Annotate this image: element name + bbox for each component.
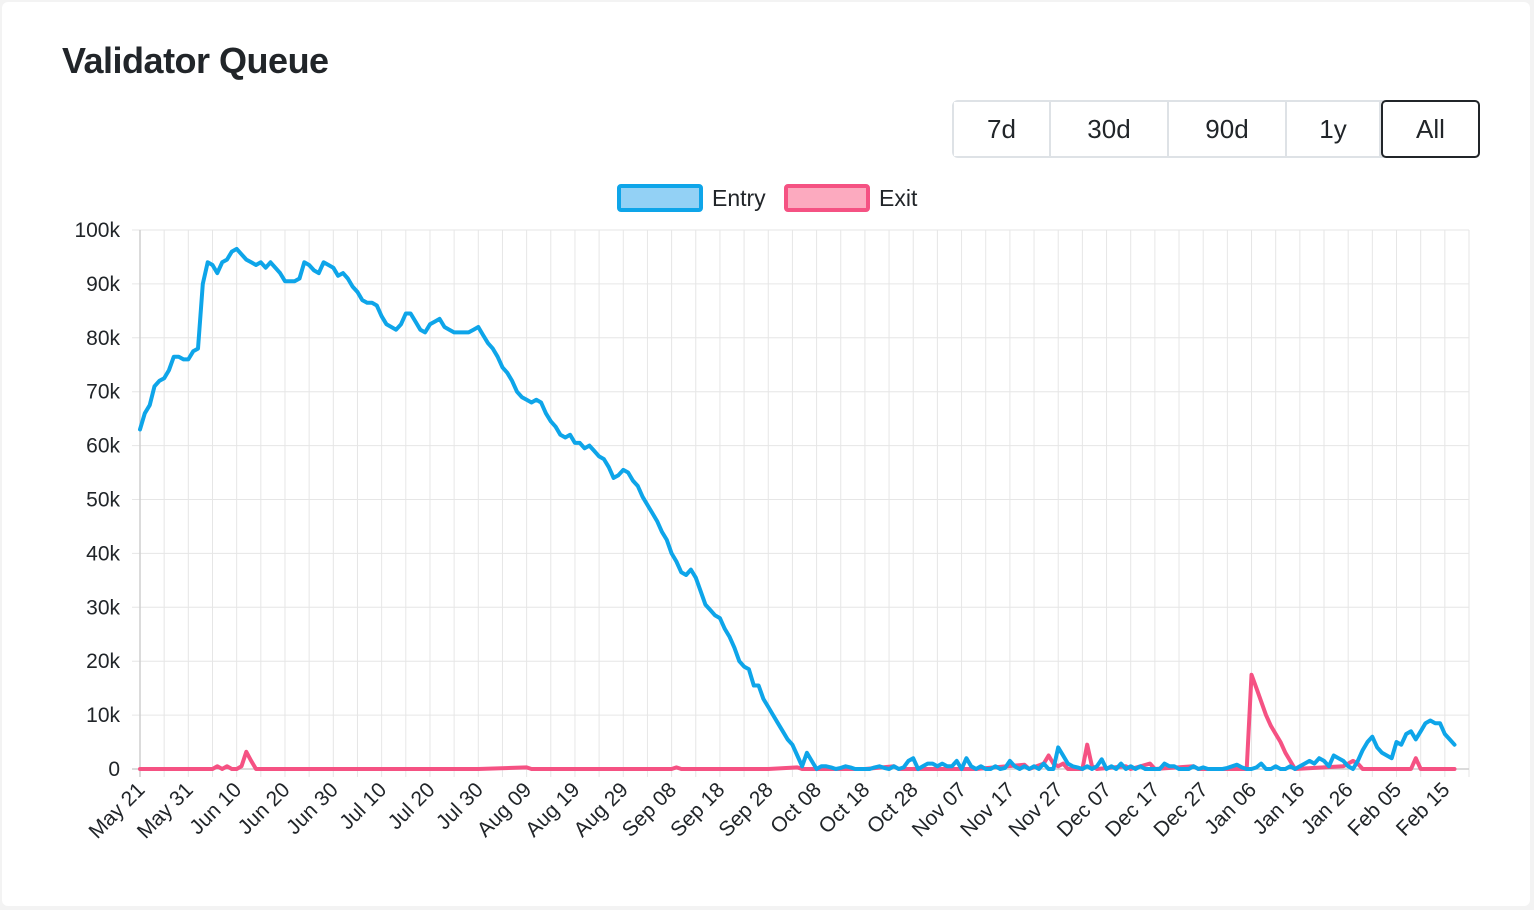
legend-item-exit[interactable]: Exit xyxy=(784,184,918,212)
y-tick-label: 40k xyxy=(86,542,120,565)
y-tick-label: 100k xyxy=(74,219,120,242)
time-range-selector: 7d 30d 90d 1y All xyxy=(952,100,1480,158)
page-title: Validator Queue xyxy=(62,40,329,81)
x-tick-label: Oct 08 xyxy=(766,778,826,838)
x-tick-label: Jun 30 xyxy=(282,778,343,839)
legend-item-entry[interactable]: Entry xyxy=(617,184,766,212)
y-tick-label: 90k xyxy=(86,273,120,296)
x-tick-label: Jun 10 xyxy=(185,778,246,839)
legend-swatch xyxy=(617,184,703,212)
range-button-all[interactable]: All xyxy=(1381,100,1480,158)
x-tick-label: Feb 15 xyxy=(1392,778,1455,841)
y-tick-label: 20k xyxy=(86,650,120,673)
chart-series xyxy=(138,246,1457,771)
x-tick-label: Dec 27 xyxy=(1149,778,1212,841)
y-tick-label: 60k xyxy=(86,435,120,458)
range-button-30d[interactable]: 30d xyxy=(1051,102,1169,156)
x-tick-label: Jul 20 xyxy=(384,778,440,834)
x-tick-label: Jan 16 xyxy=(1249,778,1310,839)
x-tick-label: Jul 10 xyxy=(335,778,391,834)
series-line-exit xyxy=(138,672,1457,771)
series-line-entry xyxy=(138,246,1457,771)
y-tick-label: 30k xyxy=(86,596,120,619)
range-button-7d[interactable]: 7d xyxy=(954,102,1051,156)
range-button-90d[interactable]: 90d xyxy=(1169,102,1287,156)
x-tick-label: Jun 20 xyxy=(234,778,295,839)
legend-label: Entry xyxy=(712,185,766,211)
y-tick-label: 10k xyxy=(86,704,120,727)
y-tick-label: 70k xyxy=(86,381,120,404)
legend-swatch xyxy=(784,184,870,212)
legend-label: Exit xyxy=(879,185,918,211)
x-tick-label: Jan 06 xyxy=(1200,778,1261,839)
chart-legend: Entry Exit xyxy=(617,184,918,212)
x-tick-label: Sep 28 xyxy=(714,778,777,841)
y-tick-label: 80k xyxy=(86,327,120,350)
chart-grid xyxy=(132,229,1470,777)
y-tick-label: 50k xyxy=(86,489,120,512)
y-tick-label: 0 xyxy=(108,758,120,781)
x-tick-label: Oct 18 xyxy=(814,778,874,838)
x-tick-label: Feb 05 xyxy=(1344,778,1407,841)
range-button-1y[interactable]: 1y xyxy=(1287,102,1381,156)
